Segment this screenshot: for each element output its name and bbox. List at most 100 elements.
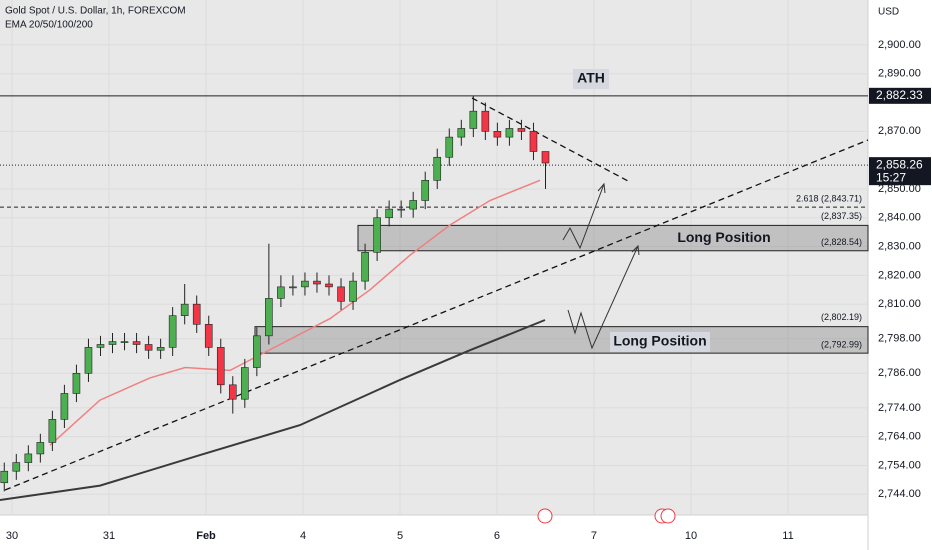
price-tag [869,87,931,104]
candle-body [421,180,430,201]
annotation: ATH [577,70,605,86]
price-tag-label: 2,858.26 [876,157,923,171]
zone-top-label: (2,802.19) [821,312,862,322]
y-tick-label: 2,850.00 [878,183,921,195]
zone [357,224,869,252]
y-tick-label: 2,744.00 [878,488,921,500]
candle-body [433,156,442,181]
labels: 2,900.00 2,890.00 2,870.00 2,850.00 2,840.00… [6,39,931,542]
currency: USD [878,7,899,18]
candle-body [469,110,478,129]
zone-text: Long Position [613,333,706,349]
text-box [573,69,609,89]
x-tick-label: 4 [300,530,306,542]
zone-top-label: (2,837.35) [821,211,862,221]
candle-body [493,131,502,138]
y-tick-label: 2,870.00 [878,125,921,137]
projection-arrow [562,183,605,250]
ema-line [49,179,541,446]
levels [0,95,868,208]
candle-body [120,341,129,343]
chart-subtitle: EMA 20/50/100/200 [5,20,93,31]
candle-body [349,280,357,302]
candle-body [361,252,369,282]
candle-body [397,208,405,211]
candle-body [373,217,381,253]
candle-body [541,151,550,164]
grid [0,0,868,515]
x-tick-label: Feb [196,530,216,542]
ema-lines [0,179,546,501]
candle-body [60,393,69,420]
candle-body [132,341,141,345]
y-tick-label: 2,890.00 [878,68,921,80]
candle-body [72,372,81,394]
candle-body [0,470,9,484]
countdown: 15:27 [876,170,906,184]
price-tag [869,157,931,186]
candle-body [481,110,490,132]
candle-body [313,280,321,285]
y-tick-label: 2,774.00 [878,402,921,414]
candle-body [84,347,93,374]
fib-label: 2.618 (2,843.71) [796,193,862,203]
candle-body [517,128,526,132]
y-tick-label: 2,840.00 [878,212,921,224]
x-tick-label: 31 [103,530,115,542]
candle-body [409,200,417,210]
ema-line [0,319,546,501]
event-icon[interactable] [537,508,553,524]
y-tick-label: 2,900.00 [878,39,921,51]
y-tick-label: 2,820.00 [878,269,921,281]
y-tick-label: 2,798.00 [878,333,921,345]
y-tick-label: 2,754.00 [878,459,921,471]
candle-body [228,384,237,400]
x-tick-label: 5 [397,530,403,542]
candle-body [12,462,21,472]
arrow-head [631,244,640,256]
x-tick-label: 30 [6,530,18,542]
price-tag-label: 2,882.33 [876,88,923,102]
trendline [4,139,869,491]
candle-body [180,303,189,316]
x-tick-label: 7 [591,530,597,542]
candle-body [48,419,57,443]
candle-body [241,367,249,400]
candle-body [253,335,261,368]
zone-bottom-label: (2,828.54) [821,237,862,247]
plot-background [0,0,868,515]
candle-body [216,347,225,386]
y-tick-label: 2,764.00 [878,431,921,443]
candle-body [204,324,213,348]
zone-bottom-label: (2,792.99) [821,340,862,350]
candle-body [192,303,201,325]
candle-body [168,315,177,348]
candle-body [144,344,153,351]
candle-body [337,286,345,302]
text-box [610,331,710,352]
x-tick-label: 11 [782,530,793,542]
candles [0,95,550,492]
candle-body [108,341,117,345]
candle-body [96,344,105,348]
x-tick-label: 6 [494,530,500,542]
candle-body [156,347,165,351]
candle-body [301,280,309,288]
candle-body [265,298,273,337]
zone-text: Long Position [677,229,770,245]
x-tick-label: 10 [685,530,697,542]
candle-body [24,453,33,463]
candle-body [36,442,45,455]
y-tick-label: 2,810.00 [878,298,921,310]
candle-body [445,136,454,158]
time-axis [0,515,868,550]
candle-body [325,283,333,288]
arrow-head [597,182,606,194]
candle-body [457,128,466,138]
y-tick-label: 2,830.00 [878,240,921,252]
event-icon[interactable] [660,508,676,524]
projection-arrow [567,245,639,350]
candle-body [529,131,538,152]
candle-body [385,208,393,219]
